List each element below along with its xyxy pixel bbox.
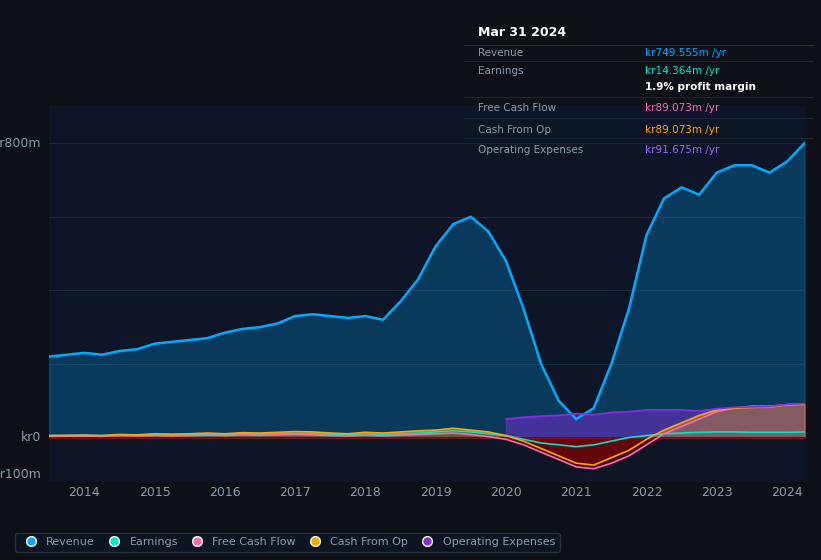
Text: kr89.073m /yr: kr89.073m /yr [645,103,719,113]
Text: kr0: kr0 [21,431,42,444]
Text: Cash From Op: Cash From Op [478,125,551,134]
Text: kr749.555m /yr: kr749.555m /yr [645,48,727,58]
Text: Revenue: Revenue [478,48,523,58]
Text: kr89.073m /yr: kr89.073m /yr [645,125,719,134]
Text: -kr100m: -kr100m [0,468,42,480]
Text: kr91.675m /yr: kr91.675m /yr [645,144,720,155]
Text: kr14.364m /yr: kr14.364m /yr [645,66,720,76]
Text: Earnings: Earnings [478,66,523,76]
Text: Mar 31 2024: Mar 31 2024 [478,26,566,39]
Legend: Revenue, Earnings, Free Cash Flow, Cash From Op, Operating Expenses: Revenue, Earnings, Free Cash Flow, Cash … [15,533,560,552]
Text: Free Cash Flow: Free Cash Flow [478,103,556,113]
Text: 1.9% profit margin: 1.9% profit margin [645,82,756,92]
Text: Operating Expenses: Operating Expenses [478,144,583,155]
Text: kr800m: kr800m [0,137,42,150]
